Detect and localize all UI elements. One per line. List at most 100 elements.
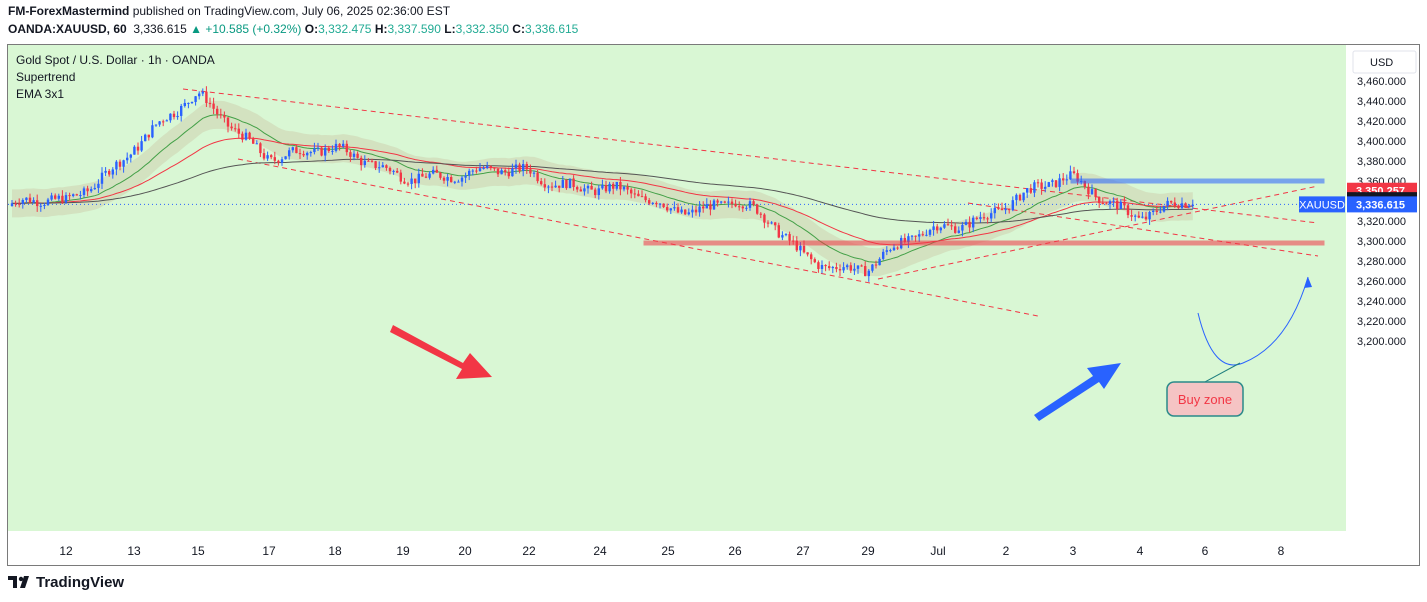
candle-body <box>748 201 752 208</box>
candle-body <box>871 264 874 271</box>
buy-zone-pointer <box>1202 362 1241 384</box>
candle-body <box>313 148 316 153</box>
candle-body <box>111 169 114 175</box>
currency-button[interactable] <box>1352 50 1417 74</box>
candle-body <box>734 204 737 207</box>
candle-body <box>140 141 143 151</box>
candle-body <box>396 170 399 173</box>
candle-body <box>579 189 582 192</box>
candle-body <box>428 173 431 178</box>
candle-body <box>255 143 258 145</box>
candle-body <box>594 189 597 196</box>
time-tick-label: 27 <box>796 544 810 558</box>
candle-body <box>1173 202 1176 207</box>
candle-body <box>770 222 773 224</box>
candle-body <box>586 185 590 189</box>
candle-body <box>979 217 982 219</box>
candle-body <box>1148 211 1151 220</box>
candle-body <box>633 193 636 195</box>
candle-body <box>874 264 878 266</box>
candle-body <box>1123 201 1126 206</box>
candle-body <box>306 152 309 156</box>
candle-body <box>1083 181 1086 187</box>
candle-body <box>190 101 194 103</box>
candle-body <box>435 169 438 173</box>
publish-info: FM-ForexMastermind published on TradingV… <box>8 4 450 18</box>
candle-body <box>198 93 201 97</box>
price-chart[interactable]: Buy zone XAUUSD 3,200.000 3,220.000 3,240.0… <box>8 45 1420 566</box>
time-tick-label: 6 <box>1202 544 1209 558</box>
candle-body <box>583 188 586 192</box>
candle-body <box>892 247 896 251</box>
candle-body <box>1108 201 1112 205</box>
candle-body <box>781 235 784 238</box>
candle-body <box>399 172 402 182</box>
candle-body <box>500 170 503 175</box>
price-tick-label: 3,320.000 <box>1357 216 1406 228</box>
chart-pane[interactable]: Buy zone XAUUSD 3,200.000 3,220.000 3,240.0… <box>7 44 1420 566</box>
close-value: 3,336.615 <box>524 22 579 36</box>
candle-body <box>280 159 284 163</box>
candle-body <box>860 265 863 267</box>
time-tick-label: 8 <box>1278 544 1285 558</box>
low-value: 3,332.350 <box>455 22 509 36</box>
rising-trend-line <box>877 185 1319 280</box>
channel-mid-line <box>967 202 1319 257</box>
candle-body <box>720 201 723 203</box>
candle-body <box>561 179 564 188</box>
candle-body <box>241 133 244 140</box>
price-tick-label: 3,260.000 <box>1357 276 1406 288</box>
time-tick-label: 4 <box>1137 544 1144 558</box>
time-axis-bg[interactable] <box>8 531 1420 566</box>
time-tick-label: 13 <box>127 544 141 558</box>
candle-body <box>457 181 460 183</box>
legend-supertrend[interactable]: Supertrend <box>16 70 76 84</box>
candle-body <box>180 105 183 116</box>
candle-body <box>824 265 827 267</box>
price-tick-label: 3,460.000 <box>1357 76 1406 88</box>
candle-body <box>1065 179 1068 181</box>
candle-body <box>1130 215 1133 217</box>
candle-body <box>36 200 39 207</box>
time-tick-label: 22 <box>522 544 536 558</box>
support-zone <box>643 240 1325 246</box>
candle-body <box>1191 204 1194 206</box>
currency-label[interactable]: USD <box>1370 57 1393 69</box>
candle-body <box>925 234 928 236</box>
candle-body <box>914 235 917 237</box>
candle-body <box>316 147 320 149</box>
candle-body <box>849 265 852 271</box>
candle-body <box>403 181 406 184</box>
down-arrow-icon <box>390 325 492 379</box>
candle-body <box>374 161 377 168</box>
candle-body <box>756 204 759 214</box>
candle-body <box>1126 205 1130 216</box>
brand-name: TradingView <box>36 574 125 591</box>
candle-body <box>705 204 708 209</box>
candle-body <box>525 164 528 170</box>
legend-ema[interactable]: EMA 3x1 <box>16 87 65 101</box>
buy-zone-box[interactable] <box>1166 381 1244 417</box>
candle-body <box>954 226 957 233</box>
candle-body <box>738 206 741 208</box>
candle-body <box>806 252 809 255</box>
candle-body <box>385 165 388 168</box>
candle-body <box>450 176 453 183</box>
candle-body <box>378 167 381 169</box>
candle-body <box>932 226 935 230</box>
author-name[interactable]: FM-ForexMastermind <box>8 4 130 18</box>
candle-body <box>1155 210 1158 212</box>
candle-body <box>576 187 579 190</box>
candle-body <box>417 173 420 184</box>
candle-body <box>766 222 770 224</box>
candle-body <box>982 217 986 219</box>
candle-body <box>997 208 1000 210</box>
candle-body <box>352 153 356 157</box>
candle-body <box>835 267 838 270</box>
candle-body <box>475 170 478 172</box>
candle-body <box>1022 192 1025 201</box>
candle-body <box>666 207 669 211</box>
candle-body <box>367 160 370 162</box>
price-tick-label: 3,400.000 <box>1357 136 1406 148</box>
price-axis-bg[interactable] <box>1346 45 1420 531</box>
